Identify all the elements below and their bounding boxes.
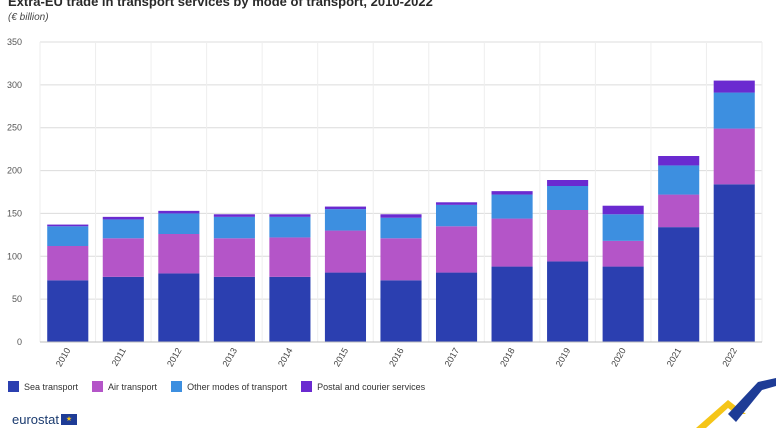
bar-segment [658, 156, 700, 166]
gridlines [39, 41, 763, 343]
bar-segment [547, 210, 589, 262]
bar-segment [213, 238, 255, 277]
chart-plot: 0 50 100 150 200 250 300 350 2010 2011 2012 2013 201… [7, 37, 763, 368]
bar-segment [658, 227, 700, 342]
bar-segment [102, 276, 144, 342]
bar-segment [602, 205, 644, 215]
y-tick-label: 250 [7, 123, 22, 133]
bar-segment [102, 238, 144, 277]
x-tick-label: 2015 [332, 346, 351, 368]
bar-segment [47, 224, 89, 227]
bar-segment [158, 213, 200, 234]
x-tick-label: 2016 [387, 346, 406, 368]
x-tick-label: 2019 [554, 346, 573, 368]
legend-label: Sea transport [24, 381, 79, 392]
bar-segment [602, 240, 644, 267]
chart-title: Extra-EU trade in transport services by … [8, 0, 433, 9]
legend-label: Other modes of transport [187, 381, 288, 392]
bar-segment [713, 92, 755, 129]
y-tick-label: 350 [7, 37, 22, 47]
legend-label: Postal and courier services [317, 381, 426, 392]
brand-name: eurostat [12, 412, 59, 427]
y-tick-label: 50 [12, 294, 22, 304]
bar-segment [324, 206, 367, 210]
bar-segment [713, 128, 755, 185]
bar-segment [213, 216, 255, 239]
y-tick-label: 150 [7, 208, 22, 218]
legend-item: Air transport [92, 381, 157, 392]
corner-decoration [696, 378, 776, 428]
x-tick-label: 2022 [720, 346, 739, 368]
bar-segment [213, 276, 255, 342]
bar-segment [491, 218, 533, 267]
bar-segment [435, 204, 478, 227]
bar-segment [547, 180, 589, 186]
legend-swatch [301, 381, 313, 392]
x-tick-label: 2012 [165, 346, 184, 368]
x-tick-label: 2018 [498, 346, 517, 368]
bar-segment [435, 272, 478, 342]
legend-swatch [171, 381, 183, 392]
bar-segment [380, 280, 422, 342]
bar-segment [158, 234, 200, 274]
bar-segment [102, 219, 144, 239]
bar-segment [158, 273, 200, 342]
y-tick-label: 200 [7, 166, 22, 176]
bar-segment [380, 217, 422, 239]
bar-segment [213, 214, 255, 217]
legend-item: Sea transport [8, 381, 78, 392]
bar-segment [435, 202, 478, 205]
x-tick-label: 2021 [665, 346, 684, 368]
eurostat-logo: eurostat ★ [12, 412, 77, 427]
decor-yellow-chevron [696, 400, 746, 428]
bar-segment [602, 266, 644, 342]
bar-segment [269, 214, 311, 217]
legend-item: Other modes of transport [171, 381, 287, 392]
bar-segment [547, 261, 589, 342]
bar-segment [269, 216, 311, 238]
bar-segment [658, 194, 700, 228]
x-tick-label: 2011 [110, 346, 128, 368]
bar-segment [435, 226, 478, 273]
x-tick-label: 2020 [609, 346, 628, 368]
y-tick-label: 100 [7, 251, 22, 261]
x-tick-label: 2014 [276, 346, 295, 368]
bar-segment [324, 272, 367, 342]
bar-segment [380, 238, 422, 281]
bar-segment [380, 214, 422, 218]
bar-segment [47, 246, 89, 281]
bar-segment [658, 165, 700, 195]
bar-segment [713, 80, 755, 93]
x-tick-label: 2013 [220, 346, 239, 368]
legend-swatch [8, 381, 19, 392]
bar-segment [158, 210, 200, 214]
legend: Sea transport Air transport Other modes of… [8, 381, 425, 392]
bar-segment [491, 194, 533, 219]
eu-flag-icon: ★ [60, 414, 77, 425]
bar-segment [102, 216, 144, 220]
y-tick-label: 0 [17, 337, 22, 347]
legend-item: Postal and courier services [301, 381, 425, 392]
y-tick-label: 300 [7, 80, 22, 90]
bars [47, 80, 755, 342]
x-tick-label: 2017 [443, 346, 462, 368]
bar-segment [713, 184, 755, 342]
legend-swatch [92, 381, 104, 392]
bar-segment [602, 214, 644, 241]
bar-segment [324, 209, 367, 231]
bar-segment [47, 226, 89, 246]
bar-segment [324, 230, 367, 273]
bar-segment [491, 266, 533, 342]
x-tick-label: 2010 [54, 346, 73, 368]
bar-segment [47, 280, 89, 342]
legend-label: Air transport [108, 381, 158, 392]
decor-blue-chevron [728, 378, 776, 422]
bar-segment [269, 276, 311, 342]
bar-segment [491, 191, 533, 195]
chart-subtitle: (€ billion) [8, 12, 49, 23]
bar-segment [547, 186, 589, 210]
bar-segment [269, 237, 311, 277]
